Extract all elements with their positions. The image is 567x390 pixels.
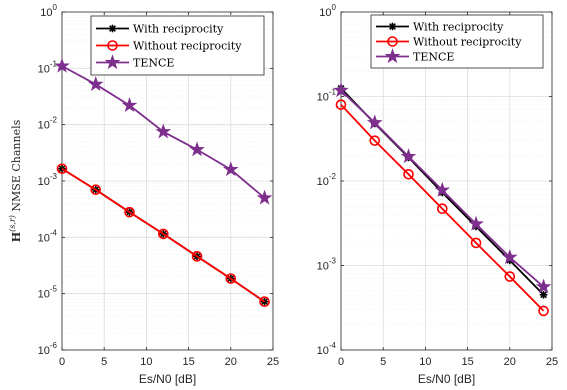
data-point: [538, 305, 549, 317]
series-line: [340, 104, 545, 312]
x-tick-label: 15: [461, 356, 473, 368]
data-point: [470, 237, 482, 249]
data-point: [189, 141, 205, 157]
x-tick-label: 25: [546, 356, 558, 368]
y-tick-label: 10-1: [317, 88, 337, 104]
series-tence: [54, 57, 273, 205]
x-tick-label: 25: [267, 356, 279, 368]
x-tick-label: 15: [182, 356, 194, 368]
data-point: [436, 203, 448, 215]
legend-label: TENCE: [413, 51, 454, 64]
legend: With reciprocity Without reciprocity TENCE: [90, 15, 265, 76]
x-tick-label: 5: [380, 356, 386, 368]
x-axis-label: Es/N0 [dB]: [418, 372, 475, 386]
data-point: [56, 163, 68, 175]
x-tick-label: 20: [225, 356, 237, 368]
y-tick-label: 100: [40, 3, 57, 19]
data-point: [400, 148, 417, 164]
x-tick-label: 0: [59, 356, 65, 368]
x-tick-label: 10: [140, 356, 152, 368]
data-point: [87, 76, 104, 91]
legend-marker: [104, 54, 121, 70]
series-tence: [333, 82, 552, 294]
data-point: [157, 228, 169, 240]
data-point: [155, 123, 172, 139]
y-axis-label: H(s,r) NMSE Channels: [8, 119, 23, 242]
legend-label: Without reciprocity: [413, 36, 522, 49]
legend-marker: [388, 22, 397, 31]
y-tick-label: 10-4: [38, 228, 58, 244]
data-point: [539, 291, 548, 299]
data-point: [225, 273, 237, 284]
series-without-reciprocity: [335, 99, 549, 317]
legend-label: With reciprocity: [413, 21, 504, 34]
x-tick-label: 0: [338, 356, 344, 368]
data-point: [58, 164, 66, 173]
y-tick-label: 10-6: [38, 341, 58, 357]
right-chart-panel: 0 5 10 15 20 25 100 10-1 10-2 10-3 10-4 Es/N0 [dB] W…: [317, 3, 559, 386]
legend-marker: [384, 48, 401, 64]
series-without-reciprocity: [56, 163, 270, 308]
data-point: [335, 99, 347, 110]
data-point: [260, 297, 269, 306]
data-point: [333, 82, 349, 98]
data-point: [434, 181, 451, 197]
x-tick-label: 5: [101, 356, 107, 368]
x-tick-label: 20: [504, 356, 516, 368]
data-point: [403, 169, 414, 180]
y-tick-label: 10-2: [38, 116, 58, 132]
data-point: [259, 296, 270, 308]
data-point: [124, 206, 135, 218]
data-point: [191, 251, 203, 262]
legend-label: With reciprocity: [133, 23, 224, 36]
data-point: [504, 271, 516, 282]
legend-marker: [108, 24, 117, 33]
data-point: [501, 249, 518, 264]
x-axis-label: Es/N0 [dB]: [139, 372, 196, 386]
data-point: [90, 184, 102, 196]
data-point: [468, 215, 484, 231]
legend-label: Without reciprocity: [133, 40, 242, 53]
data-point: [256, 189, 273, 205]
y-tick-label: 10-5: [38, 285, 58, 301]
y-tick-label: 10-1: [38, 59, 58, 75]
left-chart-panel: 0 5 10 15 20 25 100 10-1 10-2 10-3 10-4 10-5 10-6 Es/…: [8, 3, 279, 386]
data-point: [222, 161, 239, 177]
data-point: [121, 97, 138, 113]
y-tick-label: 10-2: [317, 172, 337, 188]
data-point: [366, 114, 383, 130]
legend-marker: [387, 36, 398, 47]
x-tick-label: 10: [419, 356, 431, 368]
legend: With reciprocity Without reciprocity TENCE: [370, 14, 544, 69]
data-point: [369, 135, 381, 146]
y-tick-label: 10-3: [38, 172, 58, 188]
legend-marker: [107, 40, 118, 51]
y-tick-label: 100: [319, 3, 336, 19]
data-point: [535, 278, 552, 294]
series-line: [61, 167, 266, 303]
y-tick-label: 10-4: [317, 341, 337, 357]
y-tick-label: 10-3: [317, 257, 337, 273]
legend-label: TENCE: [133, 57, 174, 70]
data-point: [54, 57, 70, 73]
